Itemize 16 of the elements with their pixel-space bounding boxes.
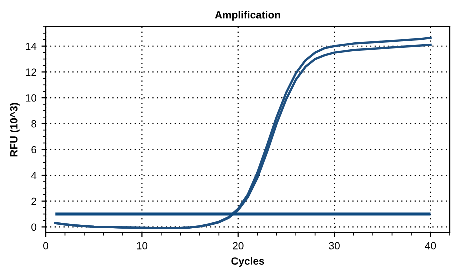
y-tick-label: 12 <box>26 68 36 76</box>
chart-title: Amplification <box>215 11 280 21</box>
x-tick-label: 10 <box>137 242 148 250</box>
x-tick-label: 0 <box>44 242 48 250</box>
y-axis-title: RFU (10^3) <box>10 103 20 157</box>
x-axis-title: Cycles <box>232 257 264 268</box>
x-tick-label: 40 <box>425 242 436 250</box>
y-tick-label: 0 <box>32 224 37 232</box>
y-tick-label: 6 <box>32 146 37 154</box>
y-tick-label: 8 <box>32 120 37 128</box>
y-tick-label: 2 <box>32 198 36 206</box>
y-tick-label: 10 <box>26 94 37 102</box>
x-tick-label: 30 <box>329 242 340 250</box>
y-tick-label: 14 <box>26 42 37 50</box>
x-tick-label: 20 <box>233 242 244 250</box>
y-tick-label: 4 <box>31 172 37 180</box>
